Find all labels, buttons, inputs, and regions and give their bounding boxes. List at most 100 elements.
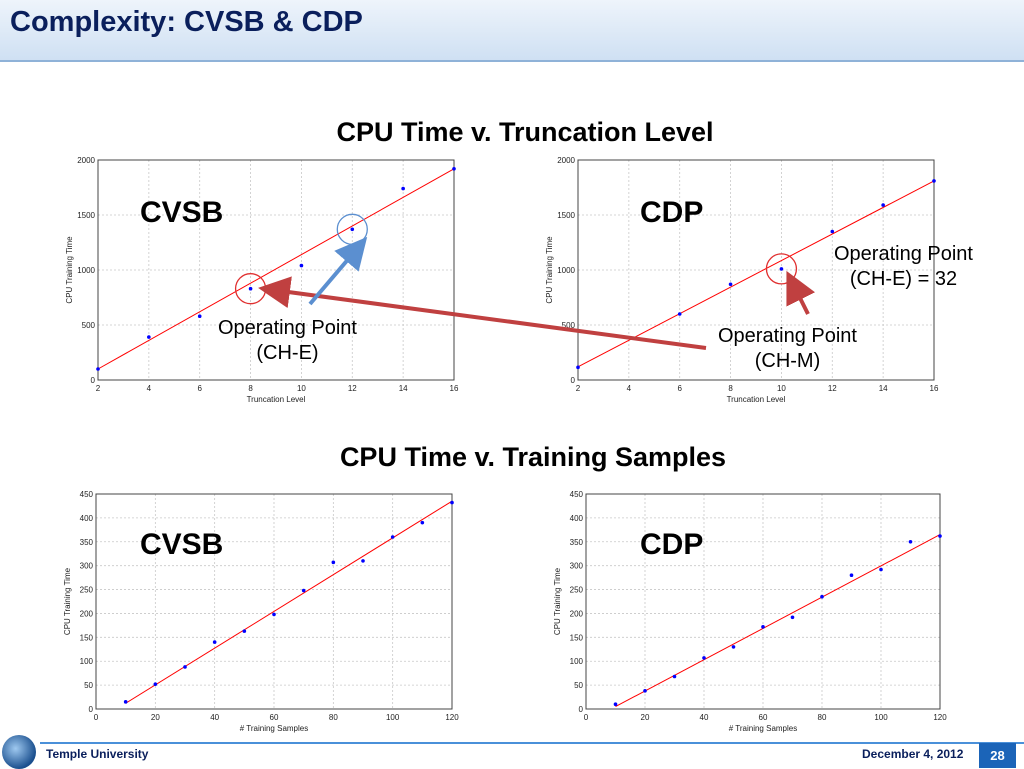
y-tick-label: 250: [570, 586, 584, 595]
y-tick-label: 200: [80, 609, 94, 618]
data-point: [728, 282, 733, 287]
arrow-label-to-cvsb-point: [308, 236, 368, 306]
data-point: [820, 594, 824, 599]
y-tick-label: 2000: [77, 156, 95, 165]
data-point: [702, 656, 706, 660]
y-axis-label: CPU Training Time: [553, 567, 562, 635]
footer-divider: [40, 742, 1024, 744]
y-tick-label: 0: [91, 376, 96, 385]
y-tick-label: 2000: [557, 156, 575, 165]
data-point: [450, 500, 454, 505]
y-axis-label: CPU Training Time: [545, 236, 554, 304]
x-tick-label: 12: [828, 384, 837, 393]
data-point: [932, 179, 936, 183]
x-tick-label: 8: [728, 384, 733, 393]
data-point: [248, 286, 253, 291]
x-tick-label: 14: [879, 384, 888, 393]
y-tick-label: 1500: [557, 211, 575, 220]
data-point: [390, 535, 395, 539]
data-point: [96, 367, 100, 371]
y-axis-label: CPU Training Time: [65, 236, 74, 304]
x-tick-label: 80: [329, 713, 338, 722]
y-tick-label: 450: [80, 490, 94, 499]
y-tick-label: 0: [579, 705, 584, 714]
y-tick-label: 450: [570, 490, 584, 499]
x-tick-label: 0: [584, 713, 589, 722]
data-point: [938, 534, 942, 538]
x-tick-label: 10: [297, 384, 306, 393]
series-label: CDP: [640, 528, 703, 561]
annotation-line: Operating Point: [218, 317, 357, 339]
series-label: CDP: [640, 196, 703, 229]
data-point: [576, 365, 580, 370]
data-point: [677, 312, 682, 316]
chart-svg: 0 20 40 60 80 100 120 0 50 100 150 200 250 300 350 400 4…: [63, 490, 459, 733]
y-tick-label: 300: [80, 562, 94, 571]
x-axis-label: # Training Samples: [240, 724, 308, 733]
data-point: [299, 263, 304, 268]
y-tick-label: 0: [89, 705, 94, 714]
data-point: [613, 702, 618, 707]
data-point: [272, 612, 276, 617]
chart-svg: 0 20 40 60 80 100 120 0 50 100 150 200 250 300 350 400 4…: [553, 490, 947, 733]
fit-line: [97, 168, 455, 370]
data-point: [731, 645, 736, 649]
x-tick-label: 16: [450, 384, 459, 393]
university-logo: [2, 735, 36, 769]
operating-point-circle: [765, 253, 798, 285]
data-point: [452, 167, 456, 171]
data-point: [790, 615, 795, 620]
series-label: CVSB: [140, 528, 223, 561]
y-tick-label: 350: [570, 538, 584, 547]
data-point: [401, 186, 405, 191]
y-tick-label: 150: [570, 633, 584, 642]
y-tick-label: 300: [570, 562, 584, 571]
data-point: [153, 682, 158, 686]
y-tick-label: 100: [570, 657, 584, 666]
data-point: [420, 520, 425, 525]
y-axis-label: CPU Training Time: [63, 567, 72, 635]
y-tick-label: 100: [80, 657, 94, 666]
data-point: [212, 640, 217, 644]
x-tick-label: 40: [210, 713, 219, 722]
data-point: [643, 689, 647, 693]
fit-line: [577, 180, 935, 368]
data-point: [849, 573, 854, 578]
x-tick-label: 60: [270, 713, 279, 722]
data-point: [881, 203, 885, 207]
title-bar: Complexity: CVSB & CDP: [0, 0, 1024, 62]
x-tick-label: 6: [197, 384, 202, 393]
annotation-line: Operating Point: [718, 325, 857, 347]
plot-frame: [95, 493, 453, 710]
x-tick-label: 20: [641, 713, 650, 722]
plot-frame: [577, 159, 935, 381]
x-tick-label: 80: [818, 713, 827, 722]
footer-university: Temple University: [46, 747, 149, 761]
chart-cdp-training: 0 20 40 60 80 100 120 0 50 100 150 200 250 300 350 400 4…: [550, 482, 960, 742]
y-tick-label: 250: [80, 586, 94, 595]
chart-cvsb-truncation: 2 4 6 8 10 12 14 16 0 500 1000 1500 2000 Truncation L…: [60, 150, 470, 415]
data-point: [830, 229, 835, 234]
y-tick-label: 1500: [77, 211, 95, 220]
x-tick-label: 6: [677, 384, 682, 393]
fit-line: [615, 534, 941, 708]
x-tick-label: 120: [933, 713, 947, 722]
annotation-cdp-chm: Operating Point (CH-M): [718, 324, 857, 374]
x-tick-label: 40: [700, 713, 709, 722]
annotation-line: (CH-E): [256, 342, 319, 364]
data-point: [779, 267, 784, 271]
arrow-label-to-cdp-point: [786, 270, 816, 315]
section-title-training: CPU Time v. Training Samples: [339, 442, 727, 472]
chart-cvsb-training: 0 20 40 60 80 100 120 0 50 100 150 200 250 300 350 400 4…: [60, 482, 470, 742]
data-point: [761, 625, 765, 629]
y-tick-label: 350: [80, 538, 94, 547]
data-point: [197, 314, 202, 318]
data-point: [123, 700, 128, 704]
x-axis-label: Truncation Level: [247, 395, 306, 404]
annotation-cdp-che: Operating Point (CH-E) = 32: [834, 242, 973, 292]
x-tick-label: 2: [576, 384, 581, 393]
data-point: [242, 629, 247, 633]
data-point: [183, 665, 187, 669]
x-tick-label: 10: [777, 384, 786, 393]
